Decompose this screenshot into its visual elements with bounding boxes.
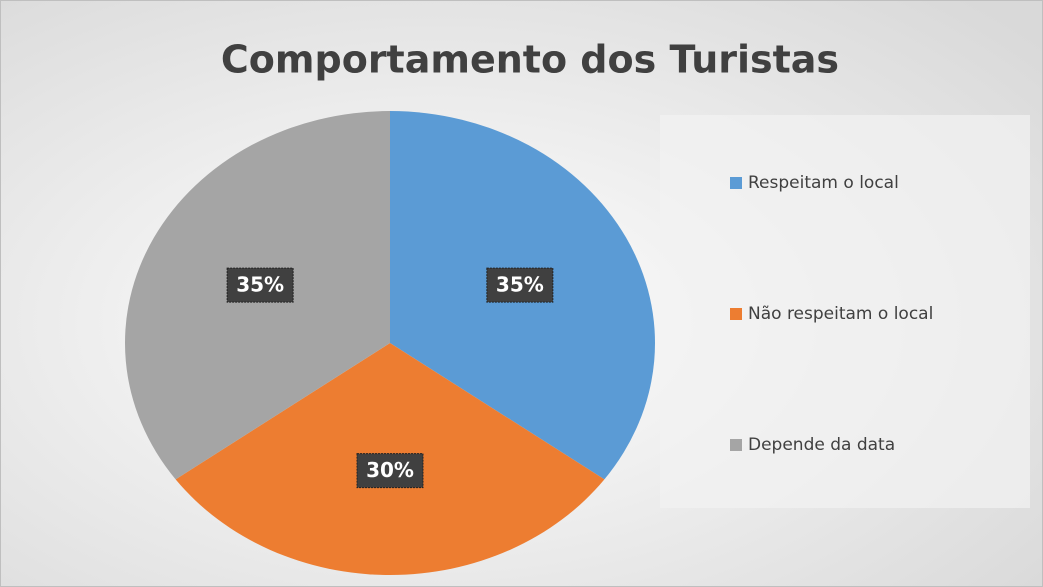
legend-label: Não respeitam o local xyxy=(748,304,933,324)
data-label: 35% xyxy=(496,273,544,297)
legend-box xyxy=(660,115,1030,508)
legend-swatch xyxy=(730,308,742,320)
legend-label: Depende da data xyxy=(748,435,895,455)
chart-title: Comportamento dos Turistas xyxy=(221,38,839,82)
data-label-box xyxy=(226,267,294,303)
data-label-box xyxy=(356,453,424,489)
data-label: 30% xyxy=(366,458,414,482)
data-label-box xyxy=(486,267,554,303)
legend-swatch xyxy=(730,439,742,451)
legend-swatch xyxy=(730,177,742,189)
data-label: 35% xyxy=(236,273,284,297)
legend-label: Respeitam o local xyxy=(748,173,899,193)
